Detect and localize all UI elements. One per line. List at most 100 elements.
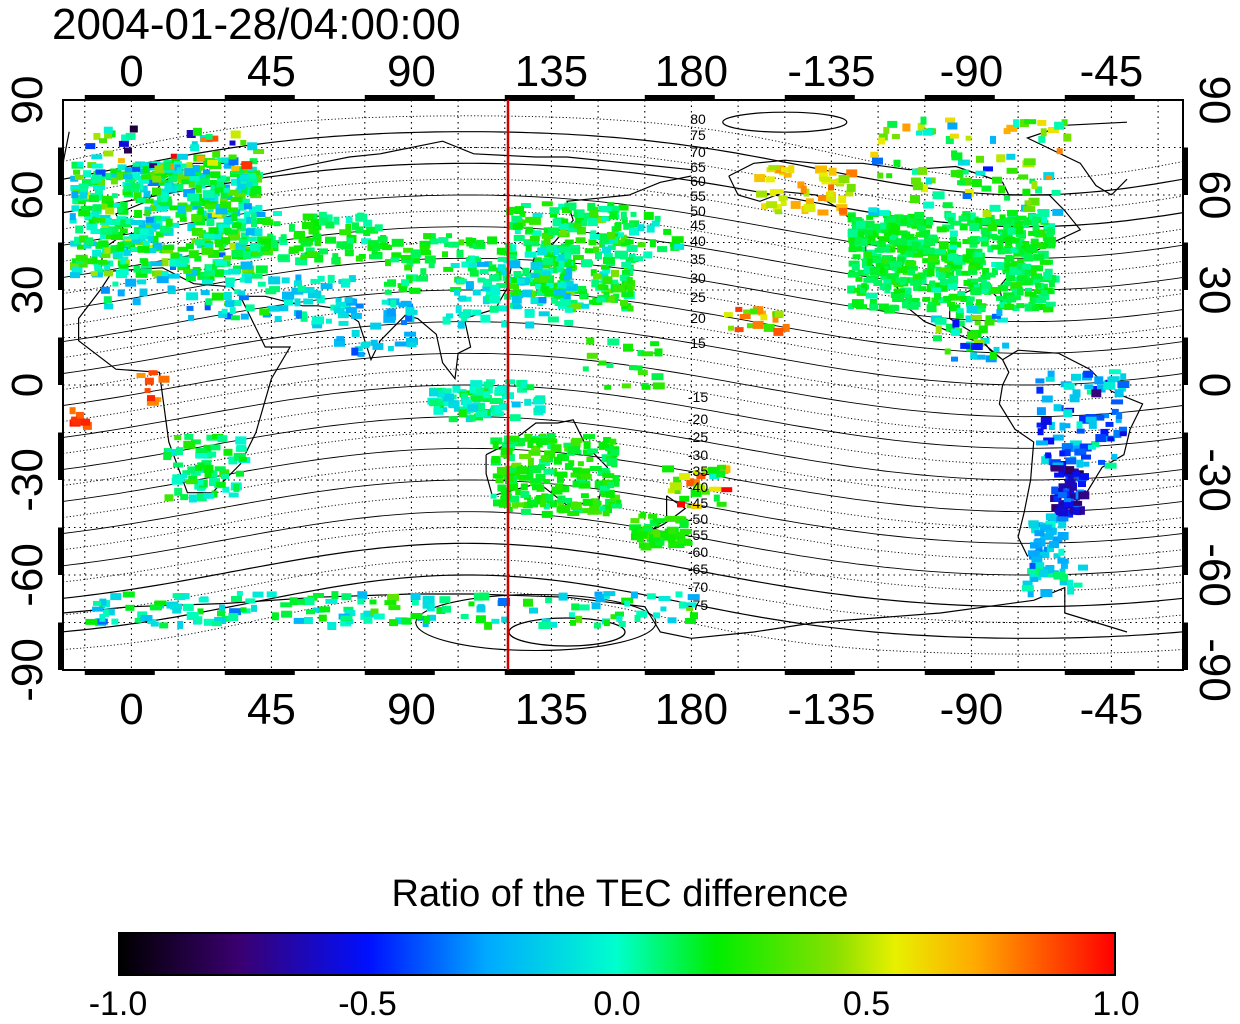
tec-cell <box>620 211 627 220</box>
tec-cell <box>996 295 1008 301</box>
tec-cell <box>221 237 231 245</box>
tec-cell <box>891 304 900 311</box>
tec-cell <box>204 471 215 478</box>
tec-cell <box>1031 273 1043 280</box>
tec-cell <box>390 257 400 263</box>
tec-cell <box>543 227 551 234</box>
tec-cell <box>240 232 248 238</box>
tec-cell <box>334 306 341 312</box>
tec-cell <box>633 256 644 262</box>
tec-cell <box>1057 558 1069 564</box>
tec-cell <box>1052 208 1064 216</box>
tec-cell <box>939 267 951 273</box>
tec-cell <box>824 196 831 202</box>
tec-cell <box>1076 421 1083 429</box>
tec-cell <box>223 292 232 300</box>
tec-cell <box>1111 399 1124 405</box>
tec-cell <box>268 276 281 285</box>
tec-cell <box>1027 590 1034 598</box>
tec-cell <box>545 494 554 502</box>
tec-cell <box>922 129 933 136</box>
tec-cell <box>1064 493 1076 499</box>
tec-cell <box>469 385 477 394</box>
tec-cell <box>187 193 200 202</box>
tec-cell <box>1035 186 1043 194</box>
tec-cell <box>255 212 266 217</box>
tec-cell <box>133 192 142 201</box>
frame-tick-right <box>1183 622 1188 670</box>
tec-cell <box>206 218 215 227</box>
tec-cell <box>1108 369 1121 375</box>
tec-cell <box>92 606 104 612</box>
tec-cell <box>819 176 832 182</box>
tec-cell <box>125 177 135 183</box>
tec-cell <box>974 320 981 326</box>
tec-cell <box>910 302 921 307</box>
tec-cell <box>1051 486 1059 495</box>
tec-cell <box>1033 230 1040 237</box>
tec-cell <box>1072 389 1081 398</box>
tec-cell <box>627 305 634 312</box>
tec-cell <box>238 290 246 296</box>
tec-cell <box>547 316 559 323</box>
tec-cell <box>170 264 176 270</box>
tec-cell <box>636 610 648 618</box>
tec-cell <box>884 305 896 314</box>
tec-cell <box>207 451 217 458</box>
tec-cell <box>417 615 430 621</box>
tec-cell <box>1040 128 1047 137</box>
contour-label: -60 <box>688 544 708 560</box>
tec-cell <box>1040 422 1047 430</box>
tec-cell <box>530 262 543 271</box>
tec-cell <box>951 356 958 362</box>
tec-cell <box>456 249 464 258</box>
tec-cell <box>734 327 744 333</box>
tec-cell <box>927 261 936 269</box>
tec-cell <box>176 447 183 456</box>
tec-cell <box>475 388 484 397</box>
tec-cell <box>541 510 553 518</box>
tec-cell <box>1010 261 1020 269</box>
contour-label: -35 <box>688 463 708 479</box>
tec-cell <box>91 256 98 265</box>
tec-cell <box>140 162 153 169</box>
tec-cell <box>341 593 352 601</box>
tec-cell <box>1056 516 1069 522</box>
tec-cell <box>686 478 695 487</box>
tec-cell <box>496 283 509 289</box>
tec-cell <box>1033 562 1045 571</box>
tec-cell <box>116 270 127 279</box>
tec-cell <box>691 504 702 509</box>
tec-cell <box>512 502 518 509</box>
tec-cell <box>144 248 157 254</box>
tec-cell <box>391 238 404 247</box>
tec-cell <box>662 465 675 473</box>
tec-cell <box>673 476 682 483</box>
tec-cell <box>100 227 113 235</box>
tec-cell <box>498 598 511 606</box>
frame-tick-right <box>1183 147 1188 195</box>
tec-cell <box>783 172 792 178</box>
tec-cell <box>271 612 279 621</box>
contour-labels: 8075706560555045403530252015-15-20-25-30… <box>688 111 708 613</box>
tec-cell <box>501 320 510 328</box>
tec-cell <box>270 240 278 249</box>
tec-cell <box>409 287 421 294</box>
tec-cell <box>870 240 883 246</box>
tec-cell <box>1059 578 1068 586</box>
tec-cell <box>244 211 251 220</box>
tec-cell <box>308 227 320 235</box>
tec-cell <box>265 288 277 295</box>
tec-cell <box>675 591 683 598</box>
y-tick-label: 60 <box>1190 170 1239 220</box>
tec-cell <box>1006 167 1018 174</box>
tec-cell <box>469 414 476 422</box>
tec-cell <box>466 238 477 243</box>
tec-cell <box>599 237 609 244</box>
tec-cell <box>103 296 112 304</box>
tec-cell <box>1005 254 1013 261</box>
tec-cell <box>1094 376 1104 385</box>
tec-cell <box>80 191 88 199</box>
tec-cell <box>603 437 612 443</box>
tec-cell <box>212 150 221 158</box>
